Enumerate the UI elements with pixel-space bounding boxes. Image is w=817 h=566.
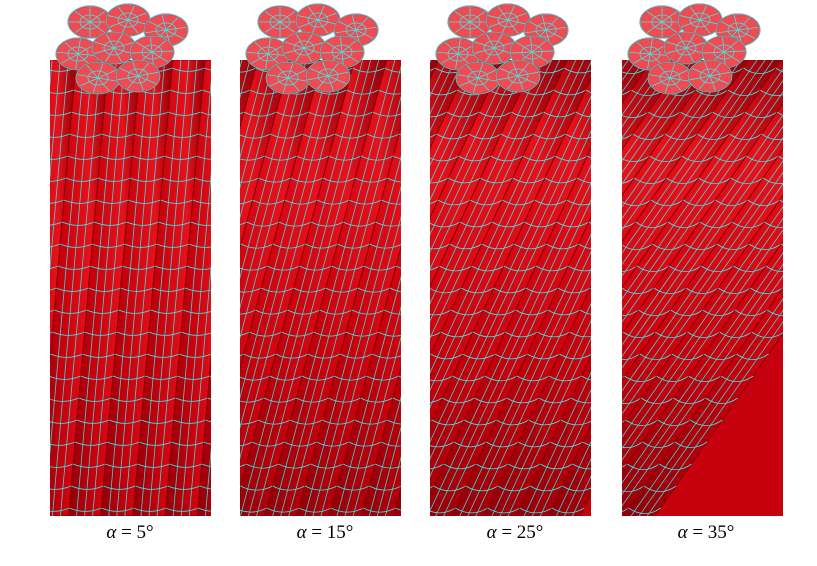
caption-equals: = <box>496 522 517 543</box>
strand <box>430 147 591 516</box>
strand <box>328 245 401 516</box>
strand <box>360 365 401 516</box>
strand-end-face <box>91 31 137 65</box>
strand-end-face <box>257 5 303 39</box>
strand-end-face <box>305 59 351 93</box>
caption-equals: = <box>116 522 137 543</box>
strand <box>451 216 591 516</box>
strand <box>547 423 591 516</box>
caption-equals: = <box>687 522 708 543</box>
strand <box>515 354 591 516</box>
strand-end-face <box>265 61 311 95</box>
strand-end-face <box>281 31 327 65</box>
strand-end-face <box>55 37 101 71</box>
strand <box>240 60 388 516</box>
strand <box>296 125 401 516</box>
strand-end-face <box>687 59 733 93</box>
caption-equals: = <box>306 522 327 543</box>
strand <box>164 60 211 516</box>
strand <box>622 148 783 427</box>
strand <box>622 60 783 335</box>
rope-panel-35deg <box>622 3 783 516</box>
strand <box>622 194 783 473</box>
caption-symbol: α <box>106 522 117 543</box>
caption-5deg: α = 5° <box>30 522 230 544</box>
rope-panel-25deg <box>430 3 591 516</box>
strand-end-face <box>105 3 151 37</box>
caption-symbol: α <box>677 522 688 543</box>
caption-angle: 5° <box>136 522 154 543</box>
strand-end-face <box>295 3 341 37</box>
strand-end-face <box>647 61 693 95</box>
strand <box>264 60 401 516</box>
caption-angle: 35° <box>707 522 735 543</box>
strand-end-face <box>455 61 501 95</box>
strand-end-face <box>471 31 517 65</box>
strand <box>483 285 591 516</box>
strand <box>392 485 401 516</box>
strand-end-face <box>75 61 121 95</box>
strand-end-face <box>67 5 113 39</box>
strand <box>196 353 211 516</box>
caption-symbol: α <box>296 522 307 543</box>
rope-panel-15deg <box>240 3 401 516</box>
strand <box>430 77 591 495</box>
strand <box>622 286 783 516</box>
strand <box>622 240 783 516</box>
caption-symbol: α <box>486 522 497 543</box>
caption-angle: 25° <box>516 522 544 543</box>
strand-end-face <box>115 59 161 93</box>
strand <box>132 60 206 516</box>
strand <box>622 102 783 381</box>
strand-end-face <box>677 3 723 37</box>
strand <box>100 60 174 516</box>
strand-end-face <box>485 3 531 37</box>
caption-angle: 15° <box>326 522 354 543</box>
strand-end-face <box>495 59 541 93</box>
caption-35deg: α = 35° <box>606 522 806 544</box>
caption-25deg: α = 25° <box>415 522 615 544</box>
rope-panel-5deg <box>50 3 211 516</box>
strand <box>50 60 109 516</box>
strand <box>430 60 591 426</box>
caption-15deg: α = 15° <box>225 522 425 544</box>
strand-end-face <box>447 5 493 39</box>
strand-end-face <box>663 31 709 65</box>
